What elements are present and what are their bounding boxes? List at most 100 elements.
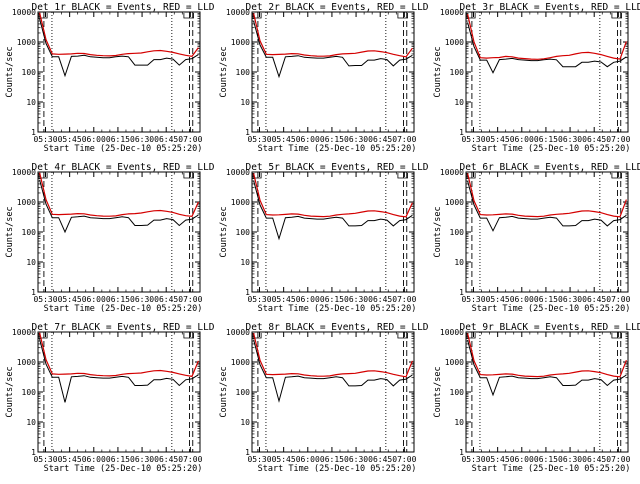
- interval-bracket: [466, 333, 476, 339]
- x-tick-label: 05:30: [461, 455, 485, 464]
- y-tick-label: 10: [26, 418, 36, 427]
- y-tick-label: 10: [26, 98, 36, 107]
- y-axis-label: Counts/sec: [219, 46, 229, 97]
- x-tick-label: 05:30: [247, 455, 271, 464]
- y-axis-label: Counts/sec: [219, 206, 229, 257]
- x-tick-label: 07:00: [606, 135, 630, 144]
- x-tick-label: 07:00: [178, 135, 202, 144]
- y-tick-label: 10: [240, 258, 250, 267]
- x-tick-label: 06:30: [558, 295, 582, 304]
- y-tick-label: 10000: [440, 328, 464, 337]
- x-tick-label: 07:00: [392, 135, 416, 144]
- x-tick-label: 05:30: [247, 295, 271, 304]
- y-tick-label: 100: [236, 388, 251, 397]
- series-line-lld: [39, 332, 199, 378]
- interval-bracket: [466, 13, 476, 19]
- x-axis-label: Start Time (25-Dec-10 05:25:20): [472, 144, 631, 154]
- x-tick-label: 05:45: [58, 295, 82, 304]
- x-axis-label: Start Time (25-Dec-10 05:25:20): [44, 144, 203, 154]
- series-line-events: [253, 20, 413, 79]
- x-axis-label: Start Time (25-Dec-10 05:25:20): [472, 304, 631, 314]
- series-line-events: [467, 339, 627, 397]
- series-line-lld: [253, 13, 413, 58]
- y-tick-label: 1000: [17, 358, 36, 367]
- x-axis-label: Start Time (25-Dec-10 05:25:20): [258, 144, 417, 154]
- y-axis-label: Counts/sec: [433, 366, 443, 417]
- series-line-lld: [39, 12, 199, 58]
- y-tick-label: 100: [22, 228, 37, 237]
- x-tick-label: 06:00: [82, 295, 106, 304]
- x-tick-label: 06:15: [320, 135, 344, 144]
- x-tick-label: 06:00: [82, 135, 106, 144]
- y-tick-label: 100: [450, 388, 465, 397]
- interval-bracket: [252, 333, 262, 339]
- x-tick-label: 06:15: [106, 135, 130, 144]
- y-tick-label: 100: [236, 68, 251, 77]
- series-line-events: [467, 22, 627, 74]
- x-tick-label: 06:45: [154, 135, 178, 144]
- x-tick-label: 06:15: [106, 295, 130, 304]
- y-axis-label: Counts/sec: [219, 366, 229, 417]
- panel-det-1r: Det 1r BLACK = Events, RED = LLD 1 10 100 10…: [5, 2, 215, 154]
- panel-det-5r: Det 5r BLACK = Events, RED = LLD 1 10 100 10…: [219, 162, 429, 314]
- x-tick-label: 06:30: [130, 455, 154, 464]
- x-tick-label: 06:45: [582, 295, 606, 304]
- x-tick-label: 05:45: [272, 295, 296, 304]
- panel-title: Det 2r BLACK = Events, RED = LLD: [245, 2, 428, 13]
- x-axis-label: Start Time (25-Dec-10 05:25:20): [258, 464, 417, 474]
- y-tick-label: 10000: [440, 8, 464, 17]
- y-tick-label: 1000: [231, 38, 250, 47]
- y-tick-label: 10: [26, 258, 36, 267]
- x-tick-label: 05:30: [33, 455, 57, 464]
- x-tick-label: 05:45: [58, 135, 82, 144]
- x-tick-label: 07:00: [178, 295, 202, 304]
- panel-title: Det 3r BLACK = Events, RED = LLD: [459, 2, 640, 13]
- x-tick-label: 06:45: [368, 135, 392, 144]
- interval-bracket: [397, 333, 408, 339]
- y-tick-label: 1: [459, 448, 464, 457]
- y-tick-label: 1: [31, 288, 36, 297]
- panel-det-9r: Det 9r BLACK = Events, RED = LLD 1 10 100 10…: [433, 322, 640, 474]
- panel-det-8r: Det 8r BLACK = Events, RED = LLD 1 10 100 10…: [219, 322, 429, 474]
- series-line-events: [39, 179, 199, 234]
- y-tick-label: 10000: [12, 8, 36, 17]
- y-tick-label: 10000: [12, 168, 36, 177]
- y-tick-label: 10000: [12, 328, 36, 337]
- plot-frame: [465, 171, 629, 293]
- panel-title: Det 7r BLACK = Events, RED = LLD: [31, 322, 214, 333]
- x-tick-label: 07:00: [606, 455, 630, 464]
- plot-frame: [465, 11, 629, 133]
- x-tick-label: 06:00: [296, 455, 320, 464]
- interval-bracket: [38, 173, 48, 179]
- y-tick-label: 10: [240, 98, 250, 107]
- y-tick-label: 1000: [445, 38, 464, 47]
- series-line-lld: [467, 13, 627, 60]
- x-tick-label: 06:30: [130, 295, 154, 304]
- y-tick-label: 100: [236, 228, 251, 237]
- x-tick-label: 05:30: [247, 135, 271, 144]
- interval-bracket: [397, 173, 408, 179]
- interval-bracket: [611, 333, 622, 339]
- x-tick-label: 05:45: [272, 455, 296, 464]
- x-tick-label: 05:30: [33, 295, 57, 304]
- y-tick-label: 10: [240, 418, 250, 427]
- y-tick-label: 1: [31, 128, 36, 137]
- panel-title: Det 6r BLACK = Events, RED = LLD: [459, 162, 640, 173]
- y-tick-label: 10: [454, 98, 464, 107]
- y-tick-label: 100: [22, 68, 37, 77]
- y-axis-label: Counts/sec: [433, 46, 443, 97]
- x-tick-label: 07:00: [178, 455, 202, 464]
- y-tick-label: 100: [450, 228, 465, 237]
- y-tick-label: 1000: [17, 38, 36, 47]
- x-tick-label: 06:45: [368, 455, 392, 464]
- x-tick-label: 05:30: [461, 295, 485, 304]
- x-tick-label: 06:00: [82, 455, 106, 464]
- y-tick-label: 100: [450, 68, 465, 77]
- x-axis-label: Start Time (25-Dec-10 05:25:20): [44, 304, 203, 314]
- x-tick-label: 06:30: [344, 135, 368, 144]
- interval-bracket: [183, 333, 194, 339]
- x-tick-label: 06:00: [510, 135, 534, 144]
- x-tick-label: 06:15: [320, 295, 344, 304]
- y-tick-label: 1000: [231, 358, 250, 367]
